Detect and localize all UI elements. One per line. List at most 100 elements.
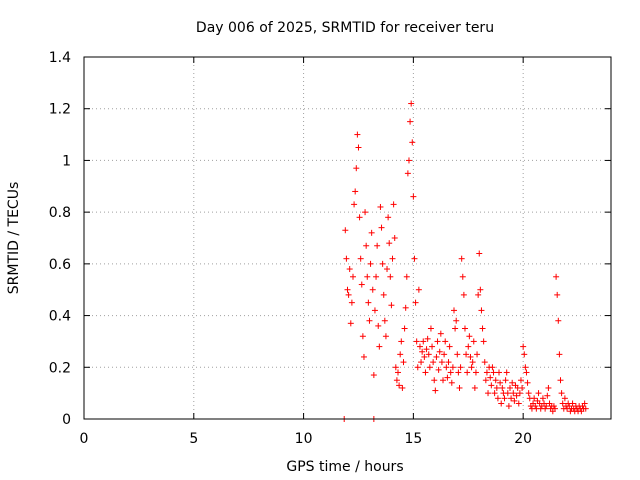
data-point [408, 100, 415, 107]
data-point [374, 242, 381, 249]
data-point [479, 325, 486, 332]
data-point [544, 392, 551, 399]
data-point [413, 338, 420, 345]
data-point [421, 353, 428, 360]
data-point [396, 382, 403, 389]
data-point [393, 377, 400, 384]
data-point [496, 369, 503, 376]
data-point [369, 286, 376, 293]
data-point [351, 201, 358, 208]
plot-frame [83, 56, 612, 420]
data-point [422, 369, 429, 376]
data-point [481, 359, 488, 366]
data-point [381, 317, 388, 324]
y-tick-label: 0.2 [49, 360, 71, 376]
y-tick-label: 0.4 [49, 309, 71, 325]
data-point [467, 353, 474, 360]
data-point [452, 325, 459, 332]
data-point [382, 333, 389, 340]
data-point [345, 291, 352, 298]
data-point [515, 400, 522, 407]
data-point [397, 351, 404, 358]
data-point [392, 364, 399, 371]
data-point [358, 281, 365, 288]
data-point [509, 379, 516, 386]
data-point [415, 286, 422, 293]
data-point [553, 273, 560, 280]
x-tick-label: 20 [514, 431, 532, 447]
data-point [391, 235, 398, 241]
data-point [453, 317, 460, 324]
data-point [348, 299, 355, 306]
data-point [522, 364, 529, 371]
data-point [460, 291, 467, 298]
data-point [490, 369, 497, 376]
data-point [389, 255, 396, 262]
data-point [435, 366, 442, 373]
data-point [373, 273, 380, 280]
data-point [561, 395, 568, 402]
data-point [483, 369, 490, 376]
data-point [402, 304, 409, 311]
data-point [482, 377, 489, 384]
x-tick-label: 5 [189, 431, 198, 447]
y-tick-label: 1.2 [49, 102, 71, 118]
data-point [395, 369, 402, 376]
grid-lines [84, 57, 611, 419]
data-point [440, 377, 447, 384]
data-point [506, 384, 513, 391]
data-point [454, 351, 461, 358]
data-point [447, 369, 454, 376]
data-point [405, 157, 412, 164]
data-point [370, 372, 377, 379]
data-point [456, 384, 463, 391]
x-axis-label: GPS time / hours [286, 459, 403, 475]
data-point [377, 203, 384, 210]
data-point [401, 325, 408, 332]
data-point [416, 343, 423, 350]
data-point [487, 374, 494, 381]
data-point [347, 320, 354, 327]
data-point [520, 343, 527, 350]
chart-title: Day 006 of 2025, SRMTID for receiver ter… [196, 20, 494, 36]
data-point [505, 403, 512, 410]
data-point [532, 403, 539, 410]
data-point [581, 400, 588, 407]
data-point [360, 353, 367, 360]
data-point [445, 359, 452, 366]
y-tick-label: 1.4 [49, 50, 71, 66]
data-point [504, 390, 511, 397]
data-point [362, 209, 369, 216]
data-point [476, 250, 483, 257]
data-point [582, 405, 589, 412]
data-point [499, 384, 506, 391]
data-point [354, 131, 361, 138]
data-point [431, 377, 438, 384]
data-point [535, 390, 542, 397]
data-point [367, 260, 374, 267]
data-point [465, 343, 472, 350]
y-tick-label: 0.6 [49, 257, 71, 273]
data-point [493, 384, 500, 391]
data-point [449, 364, 456, 371]
data-point [403, 273, 410, 280]
data-point [478, 307, 485, 314]
data-point [357, 255, 364, 262]
data-point [516, 390, 523, 397]
data-point [557, 377, 564, 384]
data-point [409, 139, 416, 146]
data-point [359, 333, 366, 340]
data-point [441, 351, 448, 358]
data-point [525, 390, 532, 397]
data-point [436, 348, 443, 355]
data-point [511, 397, 518, 404]
data-point [342, 227, 349, 234]
data-point [380, 291, 387, 298]
axis-ticks [83, 56, 611, 420]
data-point [429, 343, 436, 350]
data-point [485, 390, 492, 397]
data-point [569, 400, 576, 407]
data-point [368, 229, 375, 236]
data-point [468, 364, 475, 371]
data-point [519, 384, 526, 391]
